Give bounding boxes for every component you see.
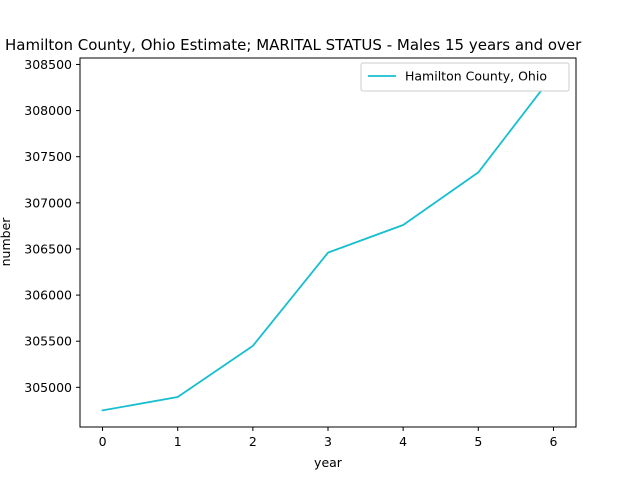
- x-tick-label: 4: [399, 434, 407, 449]
- y-tick-label: 306000: [24, 288, 72, 303]
- x-axis-label: year: [314, 455, 343, 470]
- legend-frame: [360, 62, 570, 92]
- y-tick-label: 308000: [24, 103, 72, 118]
- x-tick-label: 1: [174, 434, 182, 449]
- x-tick-label: 6: [549, 434, 557, 449]
- y-tick-label: 307500: [24, 149, 72, 164]
- y-tick-label: 307000: [24, 195, 72, 210]
- y-tick-label: 305000: [24, 380, 72, 395]
- y-tick-label: 305500: [24, 334, 72, 349]
- x-tick-label: 2: [249, 434, 257, 449]
- y-axis-label: number: [0, 217, 13, 267]
- x-tick-label: 5: [474, 434, 482, 449]
- chart-title: Hamilton County, Ohio Estimate; MARITAL …: [5, 36, 582, 54]
- plot-area: 0 1 2 3 4 5 6 305000 305500 306000 306500 307000 307…: [24, 57, 577, 449]
- x-tick-label: 3: [324, 434, 332, 449]
- series-line-0: [101, 73, 555, 412]
- legend-label: Hamilton County, Ohio: [405, 69, 547, 84]
- x-tick-label: 0: [99, 434, 107, 449]
- axes-frame: [79, 57, 577, 428]
- y-tick-label: 308500: [24, 57, 72, 72]
- legend: Hamilton County, Ohio: [360, 62, 570, 92]
- y-tick-label: 306500: [24, 241, 72, 256]
